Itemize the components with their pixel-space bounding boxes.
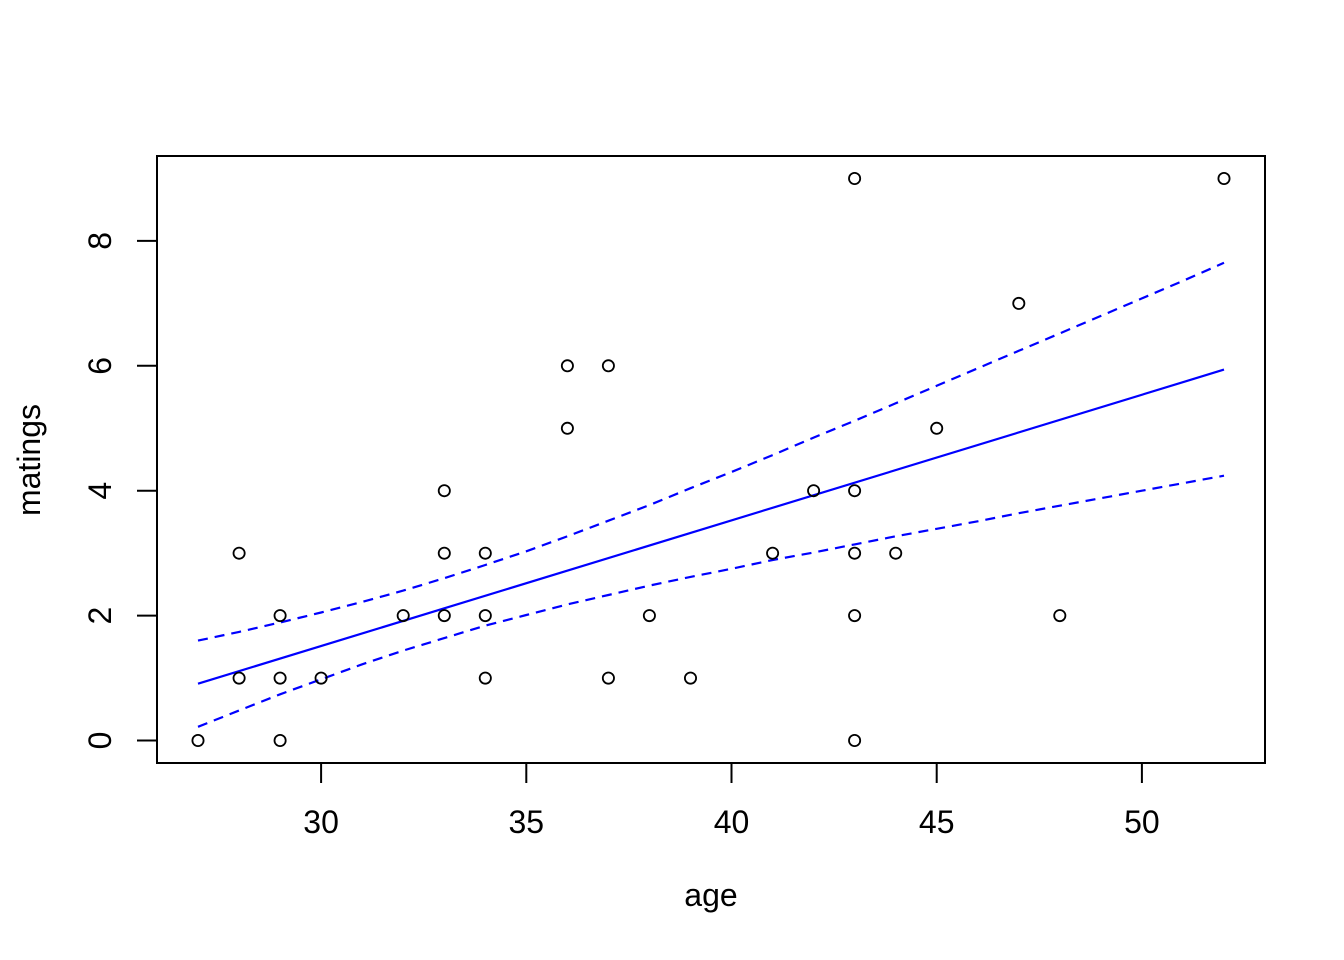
confidence-band-upper — [197, 261, 1225, 642]
data-point — [437, 484, 451, 498]
data-point — [930, 421, 944, 435]
fit-line-layer — [197, 368, 1225, 685]
data-point — [889, 546, 903, 560]
fit-line — [197, 368, 1225, 685]
data-point — [478, 609, 492, 623]
x-tick-label: 30 — [303, 804, 339, 840]
data-point — [601, 671, 615, 685]
data-point — [273, 734, 287, 748]
data-point — [396, 609, 410, 623]
data-point — [601, 359, 615, 373]
data-point — [437, 546, 451, 560]
data-point — [1012, 296, 1026, 310]
data-point — [232, 671, 246, 685]
data-point — [437, 609, 451, 623]
x-tick-label: 40 — [714, 804, 750, 840]
confidence-band-layer — [197, 261, 1225, 728]
data-point — [766, 546, 780, 560]
data-point — [848, 609, 862, 623]
plot-box — [156, 155, 1266, 764]
data-point — [848, 171, 862, 185]
y-tick-label: 6 — [82, 357, 118, 375]
data-point — [478, 546, 492, 560]
x-tick-label: 45 — [919, 804, 955, 840]
data-point — [848, 546, 862, 560]
data-point — [560, 359, 574, 373]
axis-layer: 30 35 40 45 50 0 2 4 6 8 — [82, 155, 1266, 840]
data-point — [1217, 171, 1231, 185]
data-point — [848, 734, 862, 748]
data-point — [478, 671, 492, 685]
y-tick-label: 8 — [82, 232, 118, 250]
data-point — [807, 484, 821, 498]
data-point — [314, 671, 328, 685]
data-point — [642, 609, 656, 623]
data-point-layer — [191, 171, 1231, 748]
y-tick-label: 2 — [82, 607, 118, 625]
data-point — [560, 421, 574, 435]
y-axis-title: matings — [11, 404, 47, 516]
confidence-band-lower — [197, 474, 1225, 728]
data-point — [191, 734, 205, 748]
y-tick-label: 0 — [82, 732, 118, 750]
data-point — [848, 484, 862, 498]
data-point — [684, 671, 698, 685]
data-point — [232, 546, 246, 560]
x-tick-label: 35 — [509, 804, 545, 840]
y-tick-label: 4 — [82, 482, 118, 500]
data-point — [273, 609, 287, 623]
data-point — [273, 671, 287, 685]
data-point — [1053, 609, 1067, 623]
x-tick-label: 50 — [1124, 804, 1160, 840]
x-axis-title: age — [684, 877, 737, 913]
